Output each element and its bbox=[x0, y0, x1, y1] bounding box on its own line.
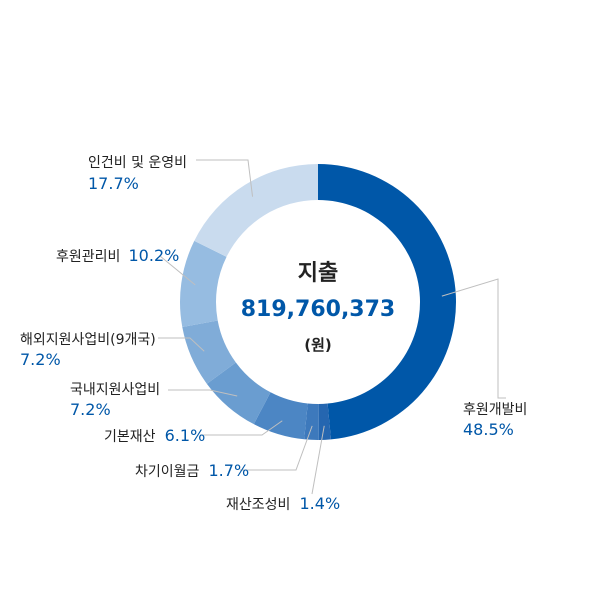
donut-slice-0 bbox=[318, 164, 456, 440]
donut-slice-4 bbox=[206, 362, 271, 425]
leader-line-1 bbox=[311, 425, 325, 495]
donut-slice-2 bbox=[304, 403, 319, 440]
donut-slices bbox=[180, 164, 456, 440]
slice-text-1: 재산조성비 1.4% bbox=[226, 494, 340, 513]
slice-label-4: 국내지원사업비 bbox=[70, 382, 160, 398]
donut-slice-7 bbox=[194, 164, 318, 257]
slice-label-7: 인건비 및 운영비 bbox=[88, 155, 187, 171]
slice-label-0: 후원개발비 bbox=[463, 402, 527, 418]
center-unit: (원) bbox=[304, 336, 332, 354]
leader-line-0 bbox=[441, 278, 506, 399]
slice-label-5: 해외지원사업비(9개국) bbox=[20, 332, 156, 348]
donut-slice-1 bbox=[318, 403, 331, 440]
slice-value-1: 1.4% bbox=[300, 494, 341, 513]
slice-value-2: 1.7% bbox=[209, 461, 250, 480]
slice-text-3: 기본재산 6.1% bbox=[104, 426, 205, 445]
donut-slice-3 bbox=[253, 392, 308, 440]
slice-text-6: 후원관리비 10.2% bbox=[56, 246, 179, 265]
leader-lines bbox=[158, 159, 506, 495]
slice-value-3: 6.1% bbox=[165, 426, 206, 445]
slice-label-1: 재산조성비 bbox=[226, 497, 290, 513]
slice-label-6: 후원관리비 bbox=[56, 249, 120, 265]
slice-label-3: 기본재산 bbox=[104, 429, 156, 445]
center-total-value: 819,760,373 bbox=[241, 297, 395, 322]
slice-label-2: 차기이월금 bbox=[135, 464, 200, 480]
slice-value-0: 48.5% bbox=[463, 420, 514, 439]
leader-line-5 bbox=[158, 337, 205, 352]
leader-line-7 bbox=[196, 159, 254, 197]
slice-value-6: 10.2% bbox=[129, 246, 180, 265]
donut-slice-5 bbox=[182, 320, 236, 384]
leader-line-3 bbox=[200, 420, 283, 436]
leader-line-6 bbox=[159, 255, 196, 286]
leader-line-2 bbox=[240, 425, 313, 471]
leader-line-4 bbox=[168, 389, 238, 397]
slice-value-4: 7.2% bbox=[70, 400, 111, 419]
slice-text-2: 차기이월금 1.7% bbox=[135, 461, 249, 480]
slice-value-7: 17.7% bbox=[88, 174, 139, 193]
donut-slice-6 bbox=[180, 240, 227, 328]
slice-value-5: 7.2% bbox=[20, 350, 61, 369]
center-title: 지출 bbox=[298, 261, 338, 286]
